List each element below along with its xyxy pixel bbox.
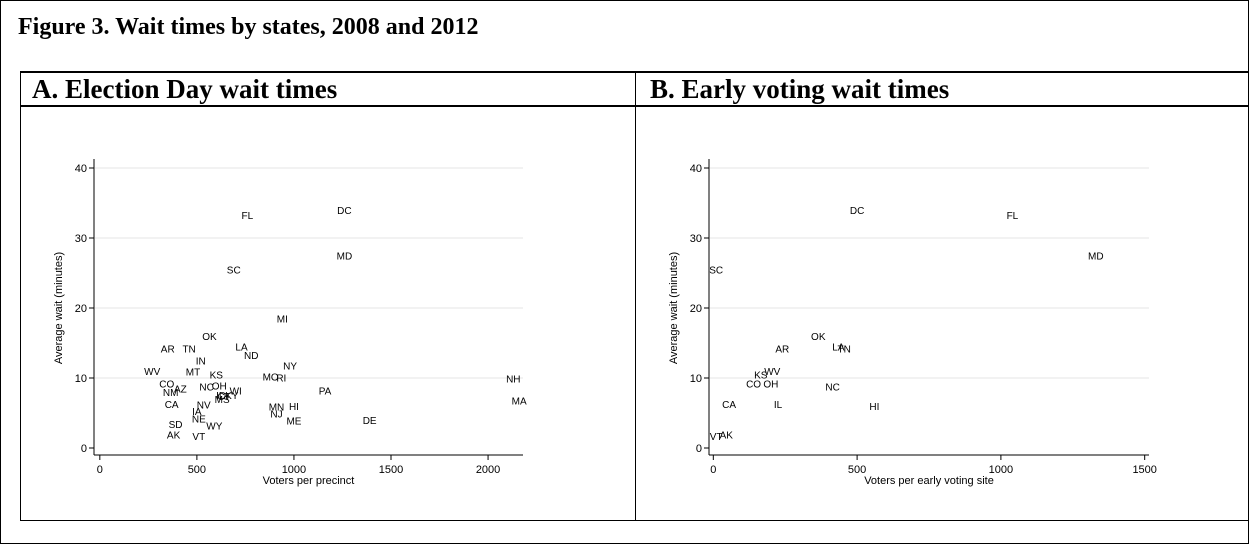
point-label-vt: VT xyxy=(710,432,723,443)
y-tick-label: 40 xyxy=(690,163,702,175)
point-label-mn: MN xyxy=(269,403,285,414)
point-label-ar: AR xyxy=(775,345,789,356)
x-tick-label: 1500 xyxy=(1132,464,1156,476)
y-tick-label: 10 xyxy=(690,373,702,385)
point-label-ri: RI xyxy=(276,373,286,384)
x-tick-label: 1000 xyxy=(989,464,1013,476)
point-label-oh: OH xyxy=(212,382,227,393)
point-label-ny: NY xyxy=(283,361,297,372)
panel-top-border xyxy=(20,71,1249,73)
point-label-vt: VT xyxy=(192,432,205,443)
point-label-sc: SC xyxy=(709,266,723,277)
point-label-ar: AR xyxy=(161,345,175,356)
y-tick-label: 0 xyxy=(696,443,702,455)
point-label-dc: DC xyxy=(850,206,864,217)
point-label-nv: NV xyxy=(197,401,211,412)
point-label-md: MD xyxy=(1088,252,1104,263)
point-label-ca: CA xyxy=(165,400,179,411)
point-label-md: MD xyxy=(337,252,353,263)
point-label-ok: OK xyxy=(202,332,217,343)
point-label-fl: FL xyxy=(242,211,254,222)
point-label-wv: WV xyxy=(764,367,780,378)
point-label-il: IL xyxy=(774,400,783,411)
y-tick-label: 20 xyxy=(75,303,87,315)
point-label-ok: OK xyxy=(811,332,826,343)
y-tick-label: 10 xyxy=(75,373,87,385)
x-tick-label: 500 xyxy=(188,464,206,476)
point-label-fl: FL xyxy=(1007,211,1019,222)
point-label-pa: PA xyxy=(319,387,332,398)
point-label-nc: NC xyxy=(199,382,213,393)
y-tick-label: 20 xyxy=(690,303,702,315)
y-tick-label: 0 xyxy=(81,443,87,455)
point-label-mo: MO xyxy=(263,373,279,384)
point-label-ma: MA xyxy=(512,396,527,407)
panel-a-title: A. Election Day wait times xyxy=(32,74,338,104)
x-tick-label: 1500 xyxy=(379,464,403,476)
point-label-ne: NE xyxy=(192,415,206,426)
panel-bottom-border xyxy=(20,520,1249,521)
point-label-hi: HI xyxy=(289,402,299,413)
election-day-scatter-chart: 0 10 20 30 40 0 500 1000 1500 2000 Voters per prec… xyxy=(53,159,527,487)
point-label-mt: MT xyxy=(186,368,200,379)
point-label-me: ME xyxy=(286,417,301,428)
y-tick-label: 30 xyxy=(690,233,702,245)
x-axis-label: Voters per precinct xyxy=(263,475,355,487)
point-label-hi: HI xyxy=(869,402,879,413)
point-label-nm: NM xyxy=(163,388,179,399)
x-axis-label: Voters per early voting site xyxy=(864,475,994,487)
early-voting-scatter-chart: 0 10 20 30 40 0 500 1000 1500 Voters per early vo… xyxy=(668,159,1157,487)
point-label-ks: KS xyxy=(754,371,768,382)
x-tick-label: 500 xyxy=(848,464,866,476)
y-tick-label: 30 xyxy=(75,233,87,245)
point-label-ms: MS xyxy=(215,395,230,406)
panel-b-title: B. Early voting wait times xyxy=(650,74,950,104)
point-label-nh: NH xyxy=(506,375,520,386)
x-tick-label: 1000 xyxy=(282,464,306,476)
point-label-la: LA xyxy=(235,343,248,354)
x-tick-label: 0 xyxy=(710,464,716,476)
point-label-sd: SD xyxy=(169,420,183,431)
point-label-nc: NC xyxy=(825,382,839,393)
point-label-sc: SC xyxy=(227,266,241,277)
point-label-ct: CT xyxy=(217,392,230,403)
point-label-wi: WI xyxy=(230,387,242,398)
point-label-az: AZ xyxy=(174,385,187,396)
point-label-ia: IA xyxy=(192,407,202,418)
point-label-co: CO xyxy=(746,380,761,391)
y-tick-label: 40 xyxy=(75,163,87,175)
point-label-tn: TN xyxy=(837,345,850,356)
point-label-ca: CA xyxy=(722,400,736,411)
panel-divider xyxy=(635,71,636,521)
point-label-mi: MI xyxy=(277,315,288,326)
point-label-nj: NJ xyxy=(270,410,282,421)
point-label-wv: WV xyxy=(144,367,160,378)
panel-header-divider xyxy=(20,105,1249,107)
point-label-nd: ND xyxy=(244,351,258,362)
point-label-wy: WY xyxy=(206,422,222,433)
panel-left-border xyxy=(20,71,21,521)
point-label-oh: OH xyxy=(763,380,778,391)
point-label-dc: DC xyxy=(337,206,351,217)
point-label-ks: KS xyxy=(210,371,224,382)
figure-title: Figure 3. Wait times by states, 2008 and… xyxy=(18,14,479,40)
point-label-de: DE xyxy=(363,416,377,427)
point-label-ak: AK xyxy=(720,431,734,442)
point-label-id: ID xyxy=(216,391,226,402)
point-label-tn: TN xyxy=(182,345,195,356)
point-label-in: IN xyxy=(196,357,206,368)
point-label-ak: AK xyxy=(167,431,181,442)
x-tick-label: 2000 xyxy=(476,464,500,476)
x-tick-label: 0 xyxy=(97,464,103,476)
point-label-co: CO xyxy=(159,380,174,391)
point-label-la: LA xyxy=(832,343,845,354)
point-label-ky: KY xyxy=(225,391,239,402)
y-axis-label: Average wait (minutes) xyxy=(53,252,65,364)
y-axis-label: Average wait (minutes) xyxy=(668,252,680,364)
